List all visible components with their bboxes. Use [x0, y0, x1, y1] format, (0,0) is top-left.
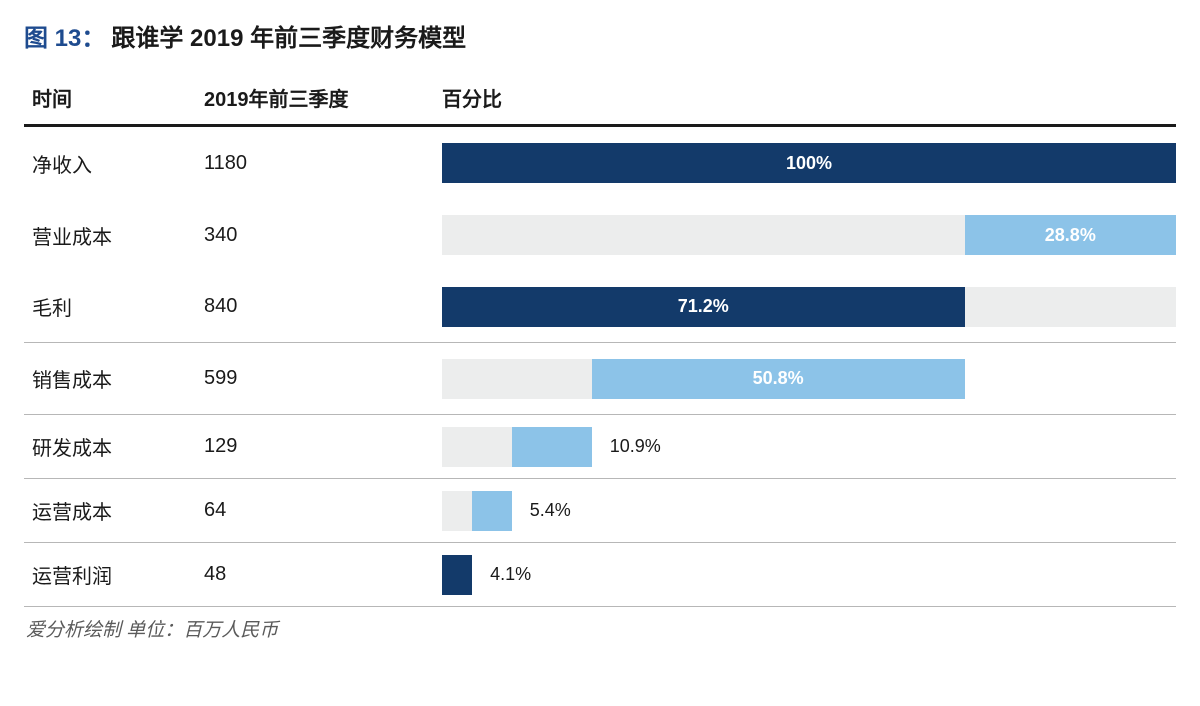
bar-percent: 50.8%: [753, 368, 804, 389]
bar-cell: 50.8%: [442, 359, 1176, 399]
table-row: 营业成本340 28.8%: [24, 199, 1176, 271]
row-label: 营业成本: [32, 221, 204, 250]
row-value: 129: [204, 435, 442, 458]
bar-percent: 4.1%: [490, 555, 531, 595]
bar-cell: 10.9%: [442, 427, 1176, 467]
col-pct: 百分比: [442, 83, 1176, 112]
bar-fill: 100%: [442, 143, 1176, 183]
bar-cell: 4.1%: [442, 555, 1176, 595]
table-row: 研发成本129 10.9%: [24, 415, 1176, 479]
bar-percent: 100%: [786, 153, 832, 174]
bar-fill: [442, 555, 472, 595]
figure-title-row: 图 13： 跟谁学 2019 年前三季度财务模型: [24, 18, 1176, 53]
bar-cell: 28.8%: [442, 215, 1176, 255]
row-value: 340: [204, 224, 442, 247]
bar-fill: [512, 427, 592, 467]
footnote: 爱分析绘制 单位：百万人民币: [24, 615, 1176, 642]
bar-percent: 10.9%: [610, 427, 661, 467]
row-label: 研发成本: [32, 432, 204, 461]
table-row: 毛利840 71.2%: [24, 271, 1176, 343]
row-value: 64: [204, 499, 442, 522]
row-label: 销售成本: [32, 364, 204, 393]
col-time: 时间: [32, 83, 204, 112]
row-label: 净收入: [32, 149, 204, 178]
row-value: 599: [204, 367, 442, 390]
bar-cell: 5.4%: [442, 491, 1176, 531]
row-label: 毛利: [32, 292, 204, 321]
row-label: 运营成本: [32, 496, 204, 525]
bar-fill: 50.8%: [592, 359, 965, 399]
figure-title: 跟谁学 2019 年前三季度财务模型: [111, 18, 466, 53]
bar-fill: 71.2%: [442, 287, 965, 327]
bar-fill: [472, 491, 512, 531]
row-value: 48: [204, 563, 442, 586]
table-row: 销售成本599 50.8%: [24, 343, 1176, 415]
row-label: 运营利润: [32, 560, 204, 589]
row-value: 840: [204, 295, 442, 318]
table-row: 运营利润48 4.1%: [24, 543, 1176, 607]
bar-fill: 28.8%: [965, 215, 1176, 255]
bar-cell: 100%: [442, 143, 1176, 183]
col-period: 2019年前三季度: [204, 83, 442, 112]
bar-percent: 71.2%: [678, 296, 729, 317]
bar-percent: 28.8%: [1045, 225, 1096, 246]
table-row: 净收入1180 100%: [24, 127, 1176, 199]
financial-table: 时间 2019年前三季度 百分比 净收入1180 100% 营业成本340 28.8%…: [24, 75, 1176, 607]
figure-number: 图 13：: [24, 18, 105, 53]
bar-cell: 71.2%: [442, 287, 1176, 327]
bar-percent: 5.4%: [530, 491, 571, 531]
row-value: 1180: [204, 152, 442, 175]
table-header: 时间 2019年前三季度 百分比: [24, 75, 1176, 127]
table-row: 运营成本64 5.4%: [24, 479, 1176, 543]
